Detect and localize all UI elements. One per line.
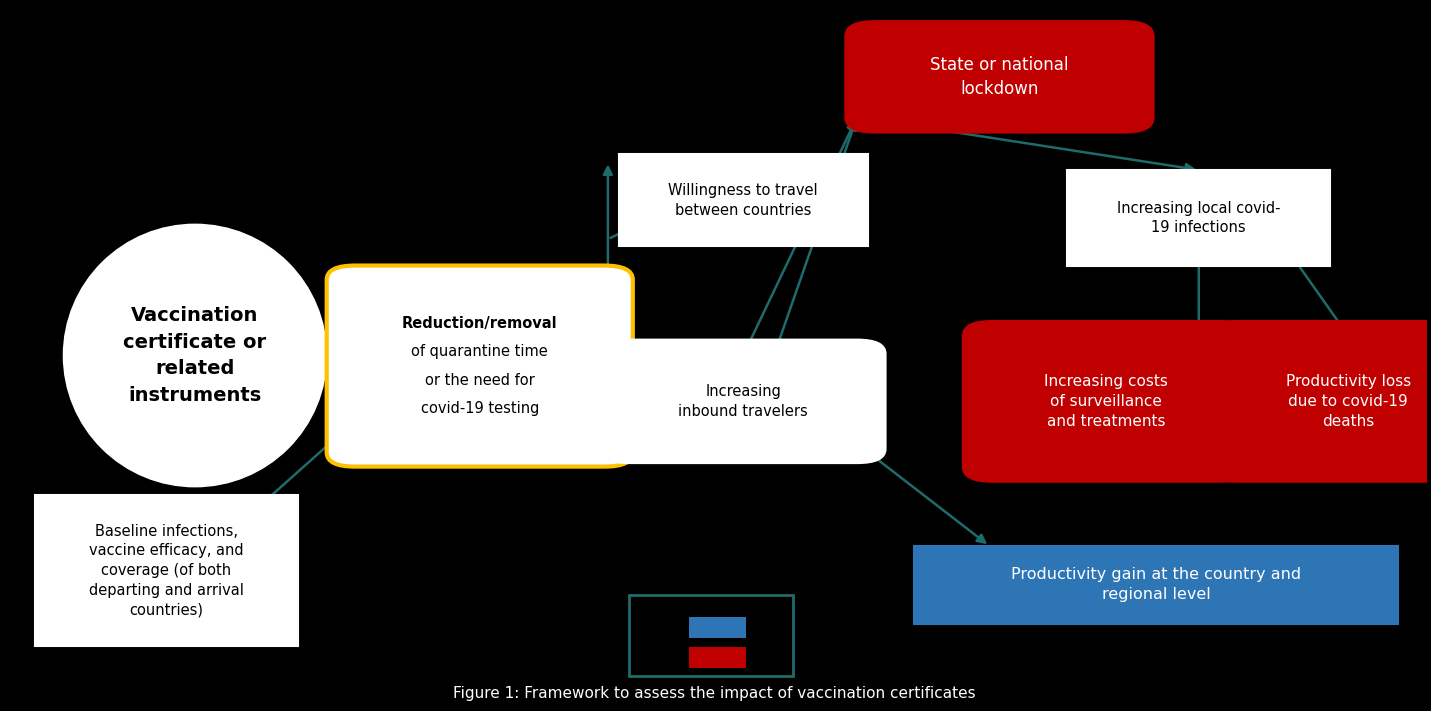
- Text: Productivity loss
due to covid-19
deaths: Productivity loss due to covid-19 deaths: [1285, 374, 1411, 429]
- Text: Baseline infections,
vaccine efficacy, and
coverage (of both
departing and arriv: Baseline infections, vaccine efficacy, a…: [89, 523, 243, 618]
- FancyBboxPatch shape: [1209, 322, 1431, 481]
- Text: Reduction/removal: Reduction/removal: [402, 316, 558, 331]
- Text: Willingness to travel
between countries: Willingness to travel between countries: [668, 183, 819, 218]
- Text: Productivity gain at the country and
regional level: Productivity gain at the country and reg…: [1012, 567, 1301, 602]
- Text: State or national
lockdown: State or national lockdown: [930, 56, 1069, 97]
- FancyBboxPatch shape: [618, 154, 867, 246]
- Text: Vaccination
certificate or
related
instruments: Vaccination certificate or related instr…: [123, 306, 266, 405]
- FancyBboxPatch shape: [34, 495, 298, 646]
- FancyBboxPatch shape: [326, 265, 633, 466]
- Text: covid-19 testing: covid-19 testing: [421, 401, 539, 416]
- Text: of quarantine time: of quarantine time: [411, 344, 548, 360]
- Text: Increasing costs
of surveillance
and treatments: Increasing costs of surveillance and tre…: [1045, 374, 1168, 429]
- FancyBboxPatch shape: [690, 616, 746, 638]
- Text: or the need for: or the need for: [425, 373, 535, 387]
- FancyBboxPatch shape: [1068, 171, 1331, 265]
- FancyBboxPatch shape: [630, 595, 793, 676]
- Text: Increasing local covid-
19 infections: Increasing local covid- 19 infections: [1118, 201, 1281, 235]
- FancyBboxPatch shape: [964, 322, 1249, 481]
- FancyBboxPatch shape: [601, 340, 886, 463]
- FancyBboxPatch shape: [914, 546, 1398, 624]
- FancyBboxPatch shape: [690, 647, 746, 668]
- FancyBboxPatch shape: [846, 22, 1152, 132]
- Text: Figure 1: Framework to assess the impact of vaccination certificates: Figure 1: Framework to assess the impact…: [454, 686, 976, 701]
- Text: Increasing
inbound travelers: Increasing inbound travelers: [678, 384, 809, 419]
- Ellipse shape: [64, 225, 326, 486]
